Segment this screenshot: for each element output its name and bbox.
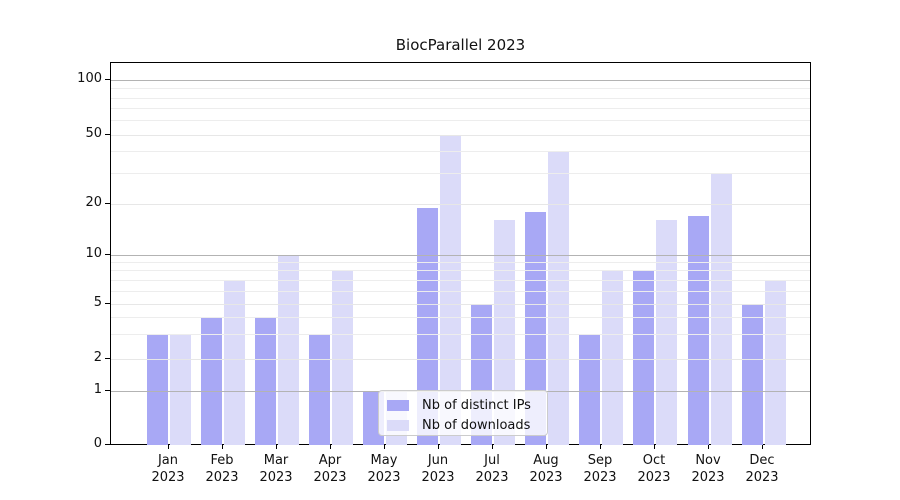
legend-label-distinct-ips: Nb of distinct IPs — [422, 397, 531, 413]
y-tick-mark-5 — [105, 303, 110, 304]
bar-downloads-aug — [548, 151, 570, 445]
bar-downloads-feb — [224, 279, 246, 445]
legend-swatch-downloads — [387, 419, 409, 431]
x-tick-label-apr: Apr 2023 — [313, 453, 347, 485]
gridline-20 — [111, 204, 810, 205]
x-tick-mark-sep — [600, 445, 601, 449]
gridline-minor-40 — [111, 151, 810, 152]
bar-downloads-mar — [278, 254, 300, 445]
gridline-minor-90 — [111, 88, 810, 89]
bar-distinct-ips-apr — [309, 334, 331, 445]
y-tick-mark-20 — [105, 203, 110, 204]
x-tick-mark-nov — [708, 445, 709, 449]
y-tick-label-1: 1 — [93, 382, 102, 397]
legend-item-downloads: Nb of downloads — [379, 416, 547, 434]
bar-distinct-ips-jan — [147, 334, 168, 445]
bar-downloads-sep — [602, 270, 624, 445]
y-tick-mark-0 — [105, 444, 110, 445]
bar-distinct-ips-nov — [687, 215, 709, 445]
gridline-minor-70 — [111, 108, 810, 109]
x-tick-mark-jul — [492, 445, 493, 449]
legend-swatch-distinct-ips — [387, 399, 409, 411]
bar-downloads-nov — [710, 173, 732, 445]
x-tick-label-aug: Aug 2023 — [529, 453, 563, 485]
y-tick-mark-2 — [105, 358, 110, 359]
bar-distinct-ips-jun — [417, 207, 439, 445]
bar-distinct-ips-dec — [741, 303, 763, 445]
x-tick-label-jul: Jul 2023 — [475, 453, 509, 485]
y-tick-mark-50 — [105, 134, 110, 135]
y-tick-label-10: 10 — [85, 246, 102, 261]
x-tick-label-mar: Mar 2023 — [259, 453, 293, 485]
plot-area — [110, 62, 811, 445]
legend-label-downloads: Nb of downloads — [422, 417, 531, 433]
y-tick-label-50: 50 — [85, 126, 102, 141]
x-tick-mark-may — [384, 445, 385, 449]
gridline-10 — [111, 255, 810, 256]
x-tick-label-may: May 2023 — [367, 453, 401, 485]
bar-distinct-ips-sep — [579, 334, 601, 445]
gridline-minor-4 — [111, 317, 810, 318]
gridline-minor-30 — [111, 173, 810, 174]
bar-downloads-oct — [656, 220, 678, 445]
gridline-minor-9 — [111, 262, 810, 263]
bar-downloads-jul — [494, 220, 516, 445]
x-tick-mark-mar — [276, 445, 277, 449]
gridline-100 — [111, 80, 810, 81]
legend-item-distinct-ips: Nb of distinct IPs — [379, 396, 547, 414]
gridline-50 — [111, 135, 810, 136]
gridline-minor-7 — [111, 280, 810, 281]
x-tick-mark-aug — [546, 445, 547, 449]
y-tick-label-2: 2 — [93, 350, 102, 365]
y-tick-label-20: 20 — [85, 195, 102, 210]
x-tick-mark-jun — [438, 445, 439, 449]
bar-downloads-jan — [170, 334, 191, 445]
x-tick-label-feb: Feb 2023 — [205, 453, 239, 485]
bar-distinct-ips-feb — [201, 317, 223, 445]
legend: Nb of distinct IPs Nb of downloads — [378, 390, 548, 436]
x-tick-mark-dec — [762, 445, 763, 449]
x-tick-mark-jan — [168, 445, 169, 449]
bar-downloads-apr — [332, 270, 354, 445]
x-tick-label-oct: Oct 2023 — [637, 453, 671, 485]
y-tick-mark-1 — [105, 390, 110, 391]
chart-title: BiocParallel 2023 — [395, 36, 526, 54]
x-tick-mark-oct — [654, 445, 655, 449]
x-tick-label-jun: Jun 2023 — [421, 453, 455, 485]
bar-downloads-jun — [440, 134, 462, 445]
gridline-minor-80 — [111, 98, 810, 99]
y-tick-label-100: 100 — [77, 71, 102, 86]
y-tick-mark-100 — [105, 79, 110, 80]
gridline-5 — [111, 304, 810, 305]
gridline-minor-3 — [111, 334, 810, 335]
x-tick-mark-apr — [330, 445, 331, 449]
x-tick-label-dec: Dec 2023 — [745, 453, 779, 485]
x-tick-label-nov: Nov 2023 — [691, 453, 725, 485]
y-tick-mark-10 — [105, 254, 110, 255]
x-tick-mark-feb — [222, 445, 223, 449]
gridline-minor-6 — [111, 291, 810, 292]
bar-downloads-dec — [764, 279, 786, 445]
gridline-2 — [111, 359, 810, 360]
y-tick-label-0: 0 — [93, 436, 102, 451]
x-tick-label-sep: Sep 2023 — [583, 453, 617, 485]
x-tick-label-jan: Jan 2023 — [151, 453, 185, 485]
gridline-minor-60 — [111, 120, 810, 121]
bar-distinct-ips-mar — [255, 317, 277, 445]
y-tick-label-5: 5 — [93, 295, 102, 310]
gridline-minor-8 — [111, 270, 810, 271]
bar-distinct-ips-oct — [633, 270, 655, 445]
